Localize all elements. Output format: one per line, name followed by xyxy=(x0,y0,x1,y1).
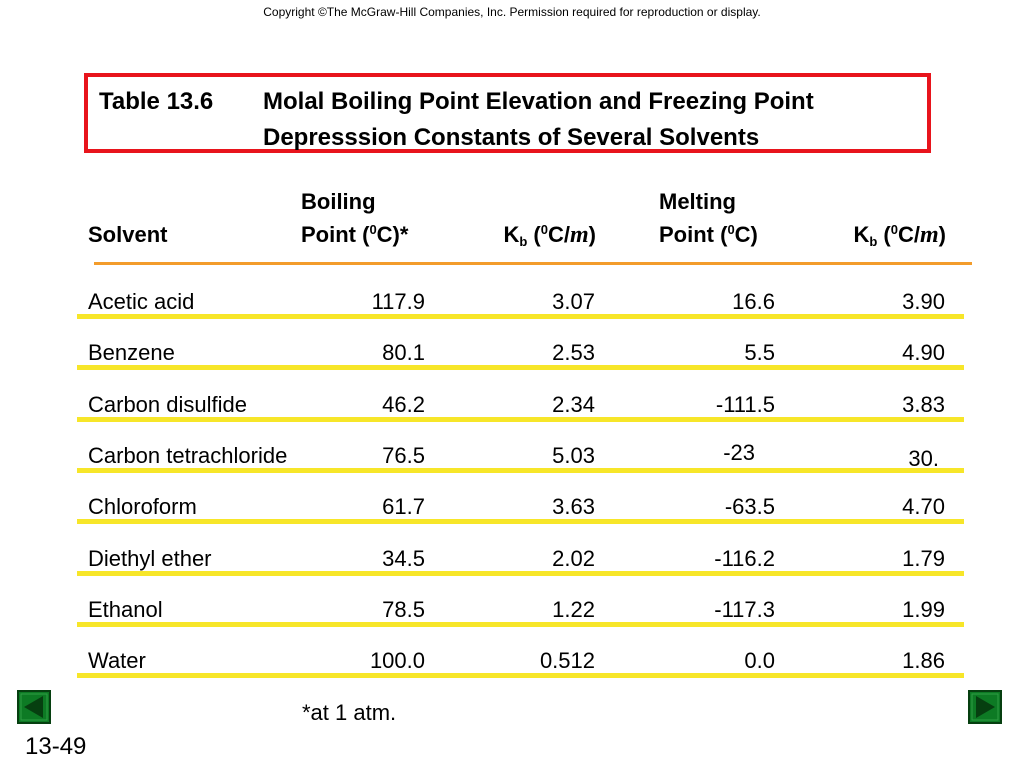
cell-kb: 0.512 xyxy=(539,648,595,674)
header-divider xyxy=(94,262,972,265)
cell-melting-point: -111.5 xyxy=(715,391,775,417)
cell-solvent: Ethanol xyxy=(88,596,163,622)
cell-boiling-point: 34.5 xyxy=(382,545,425,571)
cell-boiling-point: 117.9 xyxy=(371,289,425,314)
cell-solvent: Water xyxy=(88,648,146,674)
cell-solvent: Diethyl ether xyxy=(88,545,212,571)
cell-boiling-point: 46.2 xyxy=(382,391,425,417)
cell-boiling-point: 78.5 xyxy=(382,596,425,622)
header-boiling-point: Point (0C)* xyxy=(301,222,409,247)
cell-kb: 5.03 xyxy=(552,442,595,468)
page-number: 13-49 xyxy=(25,733,87,760)
footnote: *at 1 atm. xyxy=(302,700,397,725)
cell-solvent: Acetic acid xyxy=(88,289,195,314)
cell-kb: 3.63 xyxy=(552,494,595,520)
copyright-notice: Copyright ©The McGraw-Hill Companies, In… xyxy=(263,5,761,19)
cell-solvent: Chloroform xyxy=(88,494,197,520)
table-title-box: Table 13.6 Molal Boiling Point Elevation… xyxy=(84,73,931,153)
next-slide-button[interactable] xyxy=(968,690,1002,724)
row-divider xyxy=(77,519,964,525)
row-divider xyxy=(77,621,964,627)
cell-solvent: Carbon tetrachloride xyxy=(88,442,288,468)
table-title-line-1: Molal Boiling Point Elevation and Freezi… xyxy=(263,88,814,115)
cell-solvent: Carbon disulfide xyxy=(88,391,247,417)
cell-kf: 1.99 xyxy=(902,596,945,622)
row-divider xyxy=(77,467,964,473)
header-kf: Kb (0C/m) xyxy=(853,222,946,249)
cell-melting-point: -117.3 xyxy=(714,596,775,622)
header-melting-point: Point (0C) xyxy=(659,222,758,247)
header-solvent: Solvent xyxy=(88,222,168,247)
header-kb: Kb (0C/m) xyxy=(503,222,596,249)
cell-kf: 3.90 xyxy=(902,289,945,314)
cell-kb: 2.53 xyxy=(552,340,595,366)
cell-boiling-point: 100.0 xyxy=(369,648,425,674)
previous-slide-button[interactable] xyxy=(17,690,51,724)
cell-kf: 30. xyxy=(908,445,939,471)
triangle-right-icon xyxy=(971,693,999,721)
cell-melting-point: 16.6 xyxy=(732,289,775,314)
triangle-left-icon xyxy=(20,693,48,721)
cell-kf: 1.79 xyxy=(902,545,945,571)
header-melting-top: Melting xyxy=(659,189,736,214)
cell-kb: 1.22 xyxy=(552,596,595,622)
cell-boiling-point: 76.5 xyxy=(382,442,425,468)
cell-kb: 3.07 xyxy=(552,289,595,314)
cell-kf: 4.70 xyxy=(902,494,945,520)
cell-kf: 4.90 xyxy=(902,340,945,366)
table-number: Table 13.6 xyxy=(99,88,214,115)
row-divider xyxy=(77,314,964,319)
header-boiling-top: Boiling xyxy=(301,189,376,214)
cell-kf: 3.83 xyxy=(902,391,945,417)
cell-kb: 2.34 xyxy=(552,391,595,417)
row-divider xyxy=(77,673,964,679)
cell-melting-point: -63.5 xyxy=(724,494,775,520)
cell-melting-point: 0.0 xyxy=(744,648,775,674)
table-title-line-2: Depresssion Constants of Several Solvent… xyxy=(263,124,760,151)
row-divider xyxy=(77,570,964,576)
cell-solvent: Benzene xyxy=(88,340,175,366)
cell-melting-point: -23 xyxy=(723,439,755,465)
row-divider xyxy=(77,365,964,371)
cell-kf: 1.86 xyxy=(902,648,945,674)
row-divider xyxy=(77,416,964,422)
cell-boiling-point: 61.7 xyxy=(382,494,425,520)
cell-kb: 2.02 xyxy=(552,545,595,571)
cell-melting-point: -116.2 xyxy=(714,545,775,571)
cell-melting-point: 5.5 xyxy=(744,340,775,366)
cell-boiling-point: 80.1 xyxy=(382,340,425,366)
